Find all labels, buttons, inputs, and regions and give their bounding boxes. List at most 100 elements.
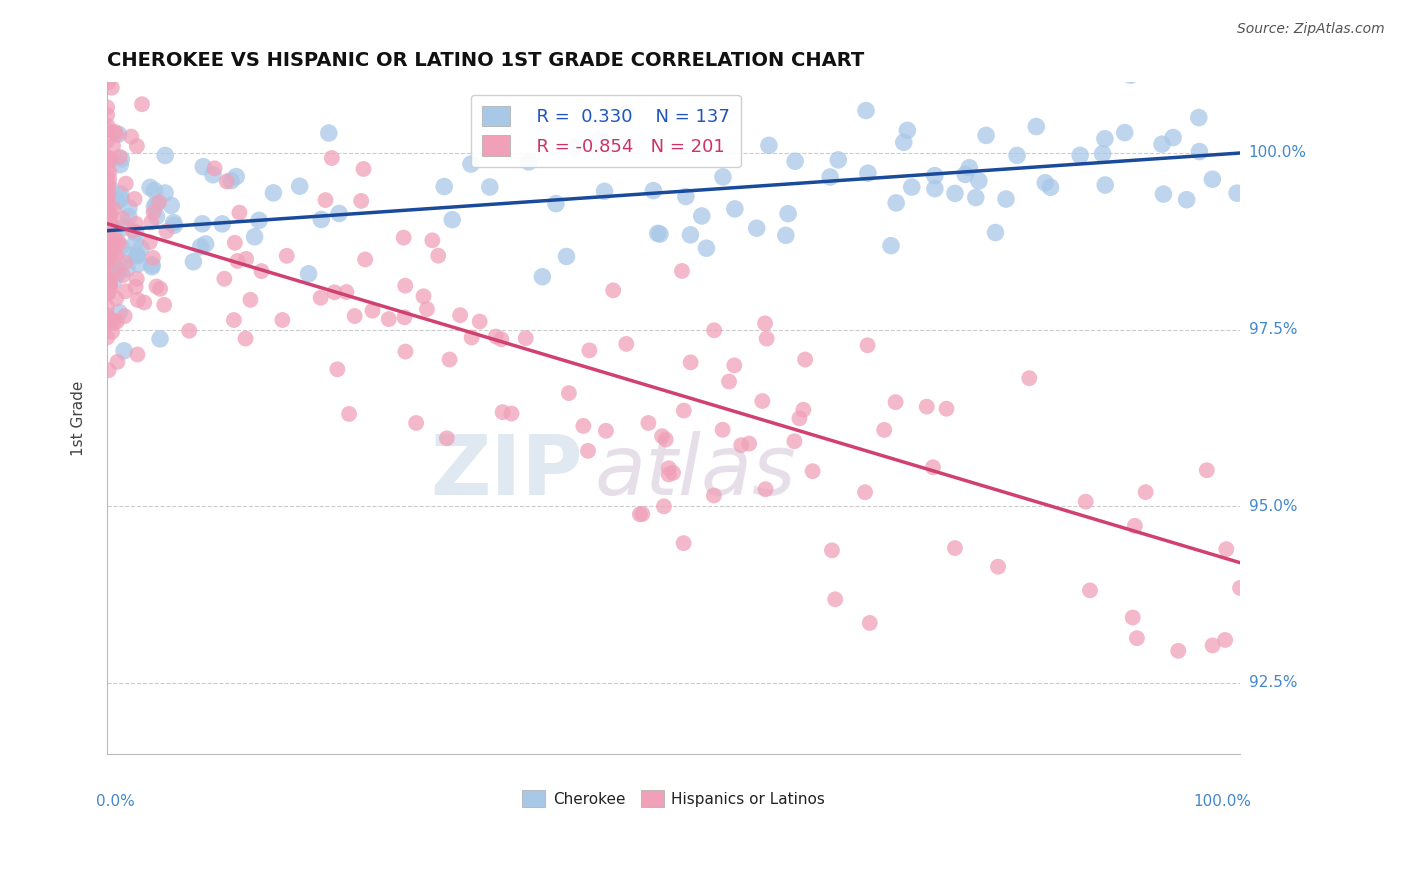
Point xyxy=(695,241,717,255)
Point xyxy=(703,323,725,337)
Point xyxy=(572,419,595,434)
Point xyxy=(1122,610,1144,624)
Point xyxy=(675,189,697,203)
Point xyxy=(125,249,148,263)
Point xyxy=(859,615,882,630)
Point xyxy=(783,434,806,449)
Point xyxy=(98,165,121,179)
Point xyxy=(1074,494,1097,508)
Point xyxy=(141,258,163,272)
Point xyxy=(1175,193,1198,207)
Point xyxy=(1119,68,1142,82)
Point xyxy=(103,244,125,259)
Point xyxy=(118,248,141,262)
Point xyxy=(427,249,450,263)
Point xyxy=(97,75,120,89)
Point xyxy=(101,313,124,327)
Point xyxy=(361,303,384,318)
Point xyxy=(1188,145,1211,159)
Point xyxy=(225,169,247,184)
Point xyxy=(97,249,120,263)
Point xyxy=(139,235,162,249)
Point xyxy=(153,298,176,312)
Point xyxy=(718,375,741,389)
Text: ZIP: ZIP xyxy=(430,431,583,512)
Point xyxy=(127,347,149,361)
Text: 95.0%: 95.0% xyxy=(1249,499,1298,514)
Point xyxy=(1201,639,1223,653)
Point xyxy=(149,332,172,346)
Point xyxy=(343,309,366,323)
Point xyxy=(751,394,773,409)
Point xyxy=(179,324,201,338)
Point xyxy=(96,245,118,260)
Point xyxy=(100,207,122,221)
Point xyxy=(648,227,671,241)
Point xyxy=(558,386,581,401)
Point xyxy=(703,489,725,503)
Point xyxy=(935,401,957,416)
Point xyxy=(96,317,118,331)
Point xyxy=(96,100,118,114)
Point xyxy=(491,332,513,346)
Point xyxy=(97,224,120,238)
Point xyxy=(449,308,471,322)
Point xyxy=(778,207,800,221)
Point xyxy=(100,221,122,235)
Point xyxy=(631,507,654,521)
Point xyxy=(309,291,332,305)
Point xyxy=(96,203,118,218)
Point xyxy=(856,338,879,352)
Point xyxy=(96,311,118,326)
Point xyxy=(103,272,125,286)
Point xyxy=(801,464,824,478)
Point xyxy=(900,180,922,194)
Point xyxy=(149,282,172,296)
Point xyxy=(602,284,624,298)
Point xyxy=(271,313,294,327)
Point xyxy=(616,106,638,120)
Point xyxy=(101,236,124,251)
Point xyxy=(96,134,118,148)
Point xyxy=(96,263,118,277)
Point xyxy=(250,264,273,278)
Point xyxy=(1114,126,1136,140)
Point xyxy=(1078,583,1101,598)
Point xyxy=(107,128,129,142)
Point xyxy=(433,179,456,194)
Point xyxy=(96,270,118,285)
Point xyxy=(1150,137,1173,152)
Point xyxy=(824,592,846,607)
Point xyxy=(562,141,585,155)
Point xyxy=(555,250,578,264)
Point xyxy=(110,152,132,166)
Point xyxy=(578,343,600,358)
Point xyxy=(515,331,537,345)
Point xyxy=(460,330,482,344)
Point xyxy=(288,179,311,194)
Point xyxy=(204,161,226,176)
Legend: Cherokee, Hispanics or Latinos: Cherokee, Hispanics or Latinos xyxy=(516,784,831,813)
Point xyxy=(96,224,118,238)
Point xyxy=(190,240,212,254)
Point xyxy=(723,359,745,373)
Point xyxy=(394,278,416,293)
Point xyxy=(97,254,120,268)
Point xyxy=(1091,146,1114,161)
Point xyxy=(103,316,125,330)
Point xyxy=(103,232,125,246)
Point xyxy=(651,429,673,443)
Point xyxy=(595,424,617,438)
Point xyxy=(318,126,340,140)
Point xyxy=(96,308,118,322)
Point xyxy=(96,300,118,314)
Point xyxy=(654,433,676,447)
Point xyxy=(142,251,165,265)
Point xyxy=(711,169,734,184)
Point xyxy=(183,254,205,268)
Point xyxy=(134,295,156,310)
Point xyxy=(1025,120,1047,134)
Point xyxy=(96,184,118,198)
Point xyxy=(873,423,896,437)
Point xyxy=(104,264,127,278)
